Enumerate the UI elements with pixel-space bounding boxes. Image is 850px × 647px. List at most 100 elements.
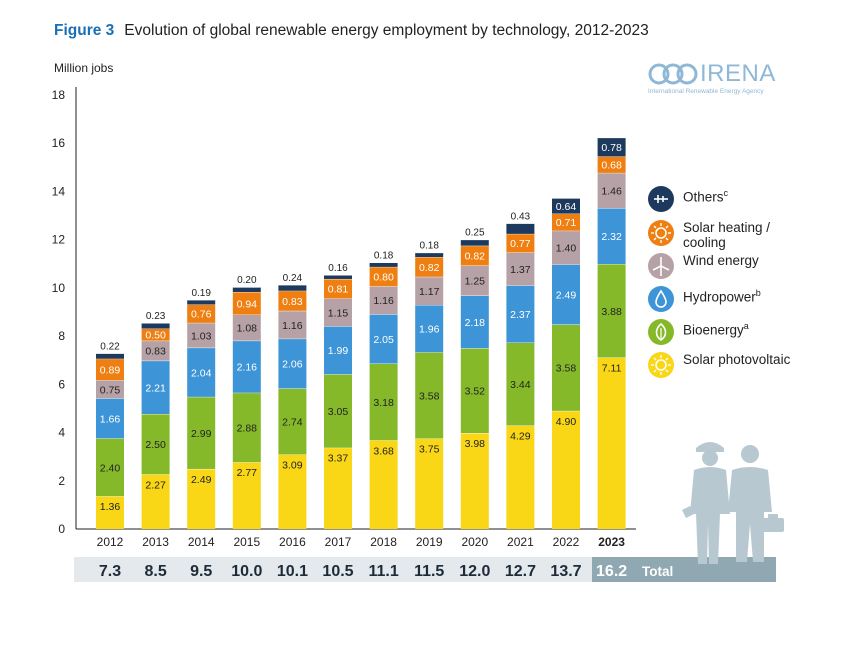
bar-segment-bioenergy bbox=[415, 352, 444, 439]
bar-segment-solar_heating bbox=[187, 304, 216, 323]
data-label-bioenergy: 3.58 bbox=[556, 363, 577, 375]
bar-segment-others bbox=[552, 198, 580, 214]
legend-item-hydropower: Hydropowerb bbox=[648, 286, 808, 312]
data-label-bioenergy: 2.99 bbox=[191, 428, 212, 440]
data-label-hydropower: 2.04 bbox=[191, 367, 212, 379]
bar-segment-bioenergy bbox=[369, 363, 398, 441]
y-tick-label: 16 bbox=[52, 136, 66, 150]
bar-segment-wind bbox=[415, 276, 444, 306]
legend-item-solar_pv: Solar photovoltaic bbox=[648, 352, 808, 378]
legend-footnote-marker: a bbox=[743, 321, 749, 331]
y-tick-label: 10 bbox=[52, 281, 66, 295]
data-label-hydropower: 2.32 bbox=[601, 231, 622, 243]
sun-icon bbox=[648, 220, 674, 246]
data-label-solar_pv: 3.98 bbox=[465, 438, 486, 450]
bar-segment-solar_heating bbox=[506, 233, 535, 253]
bar-segment-bioenergy bbox=[96, 438, 124, 497]
legend-label: Bioenergya bbox=[683, 319, 793, 338]
bar-segment-hydropower bbox=[597, 208, 626, 265]
data-label-bioenergy: 3.05 bbox=[328, 406, 349, 418]
bar-segment-hydropower bbox=[552, 264, 580, 325]
data-label-solar_pv: 3.68 bbox=[373, 445, 394, 457]
bar-segment-others bbox=[278, 284, 307, 291]
data-label-hydropower: 2.16 bbox=[237, 362, 258, 374]
legend-label: Solar heating / cooling bbox=[683, 220, 793, 250]
water-drop-icon bbox=[648, 286, 674, 312]
data-label-bioenergy: 3.52 bbox=[465, 386, 486, 398]
bar-segment-hydropower bbox=[460, 295, 489, 349]
bar-segment-bioenergy bbox=[597, 264, 626, 358]
data-label-solar_heating: 0.82 bbox=[419, 262, 440, 274]
total-value: 11.5 bbox=[414, 563, 444, 580]
bar-segment-wind bbox=[552, 230, 580, 265]
sun-outline-icon bbox=[648, 352, 674, 378]
legend-label-text: Solar heating / cooling bbox=[683, 220, 771, 250]
total-value: 10.1 bbox=[277, 563, 308, 580]
x-tick-label: 2023 bbox=[598, 535, 625, 549]
data-label-others: 0.24 bbox=[283, 273, 303, 284]
data-label-wind: 1.15 bbox=[328, 307, 349, 319]
bar-segment-solar_pv bbox=[460, 433, 489, 529]
y-tick-label: 0 bbox=[58, 522, 65, 536]
data-label-others: 0.23 bbox=[146, 311, 166, 322]
irena-logo-subtitle: International Renewable Energy Agency bbox=[648, 88, 764, 95]
x-tick-label: 2020 bbox=[461, 535, 488, 549]
bar-segment-solar_pv bbox=[597, 357, 626, 529]
legend-label-text: Bioenergy bbox=[683, 322, 744, 338]
data-label-wind: 1.37 bbox=[510, 264, 531, 276]
bar-segment-others bbox=[369, 262, 398, 267]
bar-segment-hydropower bbox=[278, 338, 307, 389]
data-label-solar_pv: 3.37 bbox=[328, 453, 349, 465]
data-label-solar_heating: 0.71 bbox=[556, 217, 577, 229]
y-tick-label: 18 bbox=[52, 88, 66, 102]
bar-segment-wind bbox=[278, 310, 307, 339]
legend-footnote-marker: b bbox=[755, 288, 761, 298]
legend-item-solar_heating: Solar heating / cooling bbox=[648, 220, 808, 250]
data-label-solar_heating: 0.81 bbox=[328, 284, 349, 296]
data-label-others: 0.78 bbox=[601, 142, 622, 154]
data-label-wind: 0.75 bbox=[100, 384, 121, 396]
total-value: 13.7 bbox=[550, 563, 581, 580]
legend-label-text: Wind energy bbox=[683, 253, 759, 268]
data-label-bioenergy: 2.74 bbox=[282, 416, 303, 428]
total-value: 16.2 bbox=[596, 563, 627, 580]
total-value: 7.3 bbox=[99, 563, 121, 580]
data-label-solar_pv: 2.77 bbox=[237, 467, 258, 479]
bar-segment-solar_heating bbox=[96, 358, 124, 381]
bar-segment-others bbox=[187, 299, 216, 305]
legend-item-bioenergy: Bioenergya bbox=[648, 319, 808, 345]
x-tick-label: 2013 bbox=[142, 535, 169, 549]
bar-segment-solar_pv bbox=[369, 440, 398, 529]
bar-segment-solar_heating bbox=[232, 291, 261, 315]
bar-segment-others bbox=[324, 275, 352, 279]
data-label-others: 0.64 bbox=[556, 201, 577, 213]
y-axis-unit-label: Million jobs bbox=[54, 61, 114, 75]
data-label-solar_heating: 0.82 bbox=[465, 251, 486, 263]
data-label-others: 0.25 bbox=[465, 228, 485, 239]
data-label-others: 0.43 bbox=[511, 212, 531, 223]
chart-title: Figure 3 Evolution of global renewable en… bbox=[54, 22, 649, 40]
data-label-bioenergy: 2.88 bbox=[237, 422, 258, 434]
bar-segment-others bbox=[460, 239, 489, 246]
total-value: 12.0 bbox=[459, 563, 490, 580]
legend-label-text: Solar photovoltaic bbox=[683, 352, 791, 367]
x-tick-label: 2017 bbox=[325, 535, 352, 549]
data-label-others: 0.18 bbox=[419, 241, 439, 252]
data-label-others: 0.22 bbox=[100, 341, 120, 352]
total-value: 9.5 bbox=[190, 563, 212, 580]
bar-segment-wind bbox=[506, 252, 535, 286]
bar-segment-solar_pv bbox=[141, 474, 170, 529]
x-tick-label: 2018 bbox=[370, 535, 397, 549]
data-label-hydropower: 2.18 bbox=[465, 317, 486, 329]
wind-turbine-icon bbox=[648, 253, 674, 279]
bar-segment-hydropower bbox=[187, 347, 216, 397]
bar-segment-others bbox=[597, 137, 626, 157]
data-label-bioenergy: 2.40 bbox=[100, 462, 121, 474]
bar-segment-wind bbox=[460, 265, 489, 296]
total-value: 10.5 bbox=[322, 563, 353, 580]
data-label-solar_pv: 3.75 bbox=[419, 444, 440, 456]
figure-label: Figure 3 bbox=[54, 22, 115, 39]
bar-segment-solar_pv bbox=[232, 462, 261, 529]
bar-segment-solar_heating bbox=[552, 213, 580, 231]
data-label-hydropower: 2.05 bbox=[373, 334, 394, 346]
